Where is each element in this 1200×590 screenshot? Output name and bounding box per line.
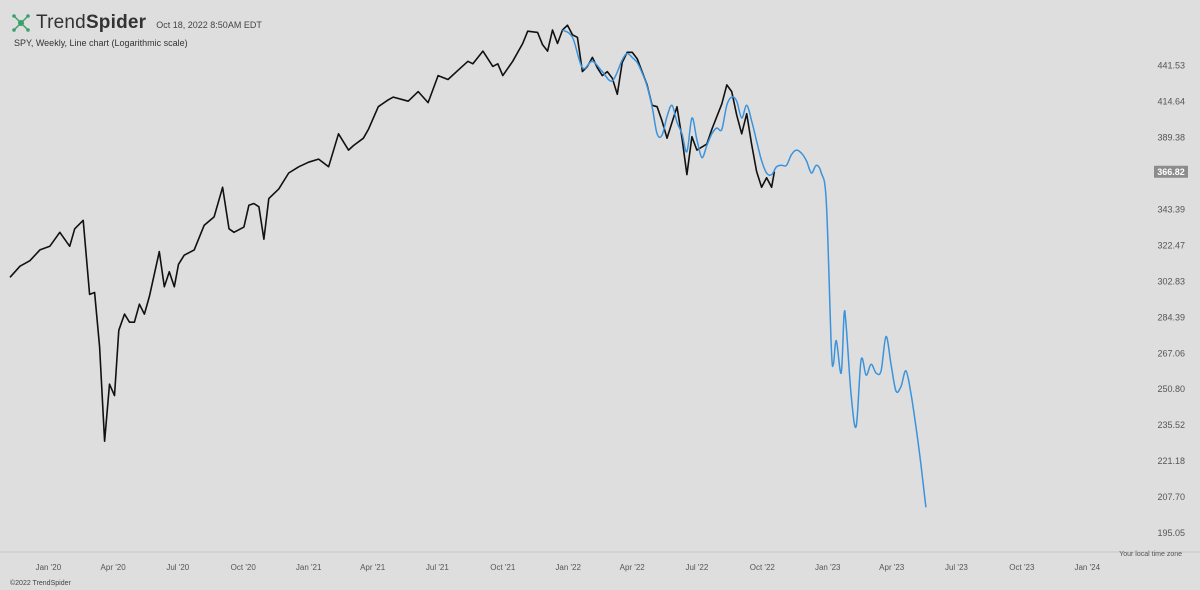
timezone-note: Your local time zone <box>1119 551 1182 558</box>
y-tick-label: 343.39 <box>1157 205 1185 215</box>
x-tick-label: Oct '21 <box>490 563 516 572</box>
x-tick-label: Apr '22 <box>620 563 646 572</box>
brand-name-bold: Spider <box>85 12 147 33</box>
y-tick-label: 235.52 <box>1157 420 1185 430</box>
x-tick-label: Apr '23 <box>879 563 905 572</box>
y-tick-label: 207.70 <box>1157 492 1185 502</box>
x-tick-label: Oct '23 <box>1009 563 1035 572</box>
x-tick-label: Jul '23 <box>945 563 968 572</box>
x-tick-label: Oct '22 <box>750 563 776 572</box>
y-tick-label: 221.18 <box>1157 456 1185 466</box>
series-group <box>9 24 927 508</box>
brand-header: TrendSpider Oct 18, 2022 8:50AM EDT <box>10 10 262 36</box>
x-tick-label: Jan '21 <box>296 563 322 572</box>
y-tick-label: 267.06 <box>1157 348 1185 358</box>
y-axis: 441.53 414.64 389.38 343.39 322.47 302.83 284.… <box>1157 61 1185 538</box>
y-tick-label: 195.05 <box>1157 528 1185 538</box>
x-axis: Jan '20 Apr '20 Jul '20 Oct '20 Jan '21 Apr '… <box>36 563 1101 572</box>
copyright: ©2022 TrendSpider <box>10 580 71 587</box>
brand-name: TrendSpider <box>36 12 146 34</box>
last-price-tag: 366.82 <box>1154 165 1188 178</box>
timestamp: Oct 18, 2022 8:50AM EDT <box>156 19 262 30</box>
price-line <box>9 24 776 442</box>
projection-line <box>562 29 927 508</box>
x-tick-label: Jul '22 <box>685 563 708 572</box>
y-tick-label: 302.83 <box>1157 276 1185 286</box>
last-price-badge <box>1154 165 1188 178</box>
spider-logo-icon <box>12 14 30 32</box>
x-tick-label: Jan '20 <box>36 563 62 572</box>
chart-subtitle: SPY, Weekly, Line chart (Logarithmic sca… <box>14 38 188 48</box>
x-tick-label: Jan '24 <box>1074 563 1100 572</box>
x-tick-label: Jan '23 <box>815 563 841 572</box>
last-price-label: 366.82 <box>1157 167 1185 177</box>
x-tick-label: Oct '20 <box>231 563 257 572</box>
x-tick-label: Jul '21 <box>426 563 449 572</box>
x-tick-label: Jul '20 <box>166 563 189 572</box>
brand-name-light: Trend <box>36 12 86 33</box>
x-tick-label: Apr '21 <box>360 563 386 572</box>
x-tick-label: Jan '22 <box>555 563 581 572</box>
y-tick-label: 389.38 <box>1157 133 1185 143</box>
y-tick-label: 322.47 <box>1157 240 1185 250</box>
y-tick-label: 441.53 <box>1157 61 1185 71</box>
x-tick-label: Apr '20 <box>101 563 127 572</box>
y-tick-label: 250.80 <box>1157 384 1185 394</box>
y-tick-label: 414.64 <box>1157 97 1185 107</box>
y-tick-label: 284.39 <box>1157 312 1185 322</box>
